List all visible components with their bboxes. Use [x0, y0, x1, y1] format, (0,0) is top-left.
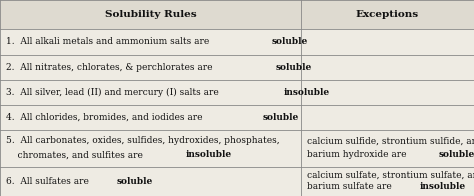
Text: 4.  All chlorides, bromides, and iodides are: 4. All chlorides, bromides, and iodides …: [6, 113, 205, 122]
Text: 3.  All silver, lead (II) and mercury (I) salts are: 3. All silver, lead (II) and mercury (I)…: [6, 88, 221, 97]
Text: soluble: soluble: [276, 63, 312, 72]
Text: insoluble: insoluble: [420, 182, 466, 191]
Bar: [0, 167, 474, 196]
Text: soluble: soluble: [116, 177, 153, 186]
Bar: [0, 130, 474, 167]
Text: 5.  All carbonates, oxides, sulfides, hydroxides, phosphates,: 5. All carbonates, oxides, sulfides, hyd…: [6, 136, 279, 145]
Bar: [0, 0, 474, 29]
Text: chromates, and sulfites are: chromates, and sulfites are: [6, 150, 146, 159]
Text: soluble: soluble: [272, 37, 308, 46]
Text: 1.  All alkali metals and ammonium salts are: 1. All alkali metals and ammonium salts …: [6, 37, 212, 46]
Text: soluble: soluble: [263, 113, 299, 122]
Bar: [0, 54, 474, 80]
Text: 2.  All nitrates, chlorates, & perchlorates are: 2. All nitrates, chlorates, & perchlorat…: [6, 63, 215, 72]
Text: 6.  All sulfates are: 6. All sulfates are: [6, 177, 91, 186]
Bar: [0, 29, 474, 54]
Text: calcium sulfide, strontium sulfide, and: calcium sulfide, strontium sulfide, and: [307, 136, 474, 145]
Text: insoluble: insoluble: [186, 150, 232, 159]
Text: insoluble: insoluble: [284, 88, 330, 97]
Text: barium hydroxide are: barium hydroxide are: [307, 150, 409, 159]
Text: barium sulfate are: barium sulfate are: [307, 182, 394, 191]
Bar: [0, 105, 474, 130]
Bar: [0, 80, 474, 105]
Text: Exceptions: Exceptions: [356, 10, 419, 19]
Text: calcium sulfate, strontium sulfate, and: calcium sulfate, strontium sulfate, and: [307, 171, 474, 180]
Text: soluble: soluble: [439, 150, 474, 159]
Text: Solubility Rules: Solubility Rules: [105, 10, 196, 19]
